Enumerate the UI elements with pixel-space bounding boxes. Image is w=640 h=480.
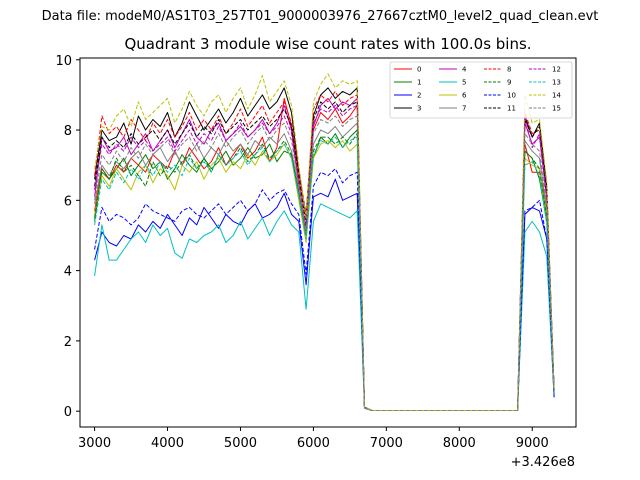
plot-area — [94, 73, 555, 411]
legend-label-6: 6 — [462, 92, 467, 100]
legend-label-5: 5 — [462, 79, 466, 87]
legend-label-8: 8 — [507, 66, 511, 74]
figure-suptitle: Data file: modeM0/AS1T03_257T01_90000039… — [42, 9, 599, 24]
y-tick-label: 4 — [64, 265, 72, 280]
y-tick-label: 6 — [64, 194, 72, 209]
legend-box — [389, 61, 573, 119]
legend-label-2: 2 — [417, 92, 421, 100]
legend-label-14: 14 — [552, 92, 561, 100]
x-tick-label: 5000 — [224, 436, 257, 451]
legend-label-13: 13 — [552, 79, 561, 87]
y-tick-label: 10 — [55, 54, 72, 69]
x-tick-label: 7000 — [370, 436, 403, 451]
x-tick-label: 3000 — [78, 436, 111, 451]
legend-label-15: 15 — [552, 105, 561, 113]
y-tick-label: 2 — [64, 335, 72, 350]
y-tick-label: 0 — [64, 405, 72, 420]
legend-label-10: 10 — [507, 92, 516, 100]
series-line-11 — [94, 101, 555, 411]
x-tick-label: 9000 — [516, 436, 549, 451]
legend-label-11: 11 — [507, 105, 516, 113]
series-line-14 — [94, 73, 555, 411]
legend-label-9: 9 — [507, 79, 511, 87]
x-offset-label: +3.426e8 — [511, 455, 575, 470]
legend-label-0: 0 — [417, 66, 421, 74]
x-tick-label: 6000 — [297, 436, 330, 451]
x-tick-label: 8000 — [443, 436, 476, 451]
legend-label-7: 7 — [462, 105, 466, 113]
y-axis: 0 2 4 6 8 10 — [55, 54, 80, 420]
x-tick-label: 4000 — [151, 436, 184, 451]
legend-label-1: 1 — [417, 79, 421, 87]
chart-title: Quadrant 3 module wise count rates with … — [124, 35, 531, 53]
axes-frame — [79, 57, 577, 428]
y-tick-label: 8 — [64, 124, 72, 139]
legend-label-12: 12 — [552, 66, 561, 74]
legend-label-3: 3 — [417, 105, 421, 113]
x-axis: 3000 4000 5000 6000 7000 8000 9000 — [78, 427, 549, 451]
legend-label-4: 4 — [462, 66, 467, 74]
